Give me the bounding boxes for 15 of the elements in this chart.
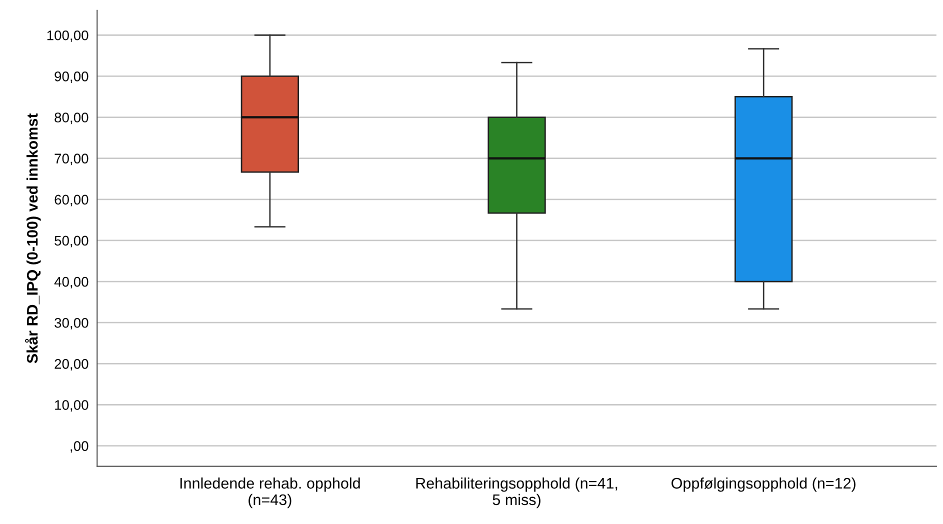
y-tick-label: 10,00 bbox=[55, 400, 88, 412]
y-tick-label: 80,00 bbox=[54, 112, 88, 124]
y-tick-label: 40,00 bbox=[54, 276, 88, 288]
x-tick-label: Rehabiliteringsopphold (n=41, 5 miss) bbox=[416, 477, 618, 508]
y-tick-label: ,00 bbox=[70, 441, 88, 453]
y-axis-title: Skår RD_IPQ (0-100) ved innkomst bbox=[25, 113, 41, 364]
x-tick-label: Oppfølgingsopphold (n=12) bbox=[672, 477, 856, 492]
y-tick-label: 100,00 bbox=[47, 30, 88, 42]
y-tick-label: 30,00 bbox=[54, 318, 88, 330]
y-tick-label: 50,00 bbox=[54, 236, 88, 248]
y-tick-label: 90,00 bbox=[54, 72, 88, 83]
y-tick-label: 60,00 bbox=[54, 194, 88, 206]
y-tick-label: 20,00 bbox=[54, 359, 88, 370]
x-tick-label: Innledende rehab. opphold (n=43) bbox=[180, 477, 360, 508]
y-tick-label: 70,00 bbox=[54, 154, 88, 166]
